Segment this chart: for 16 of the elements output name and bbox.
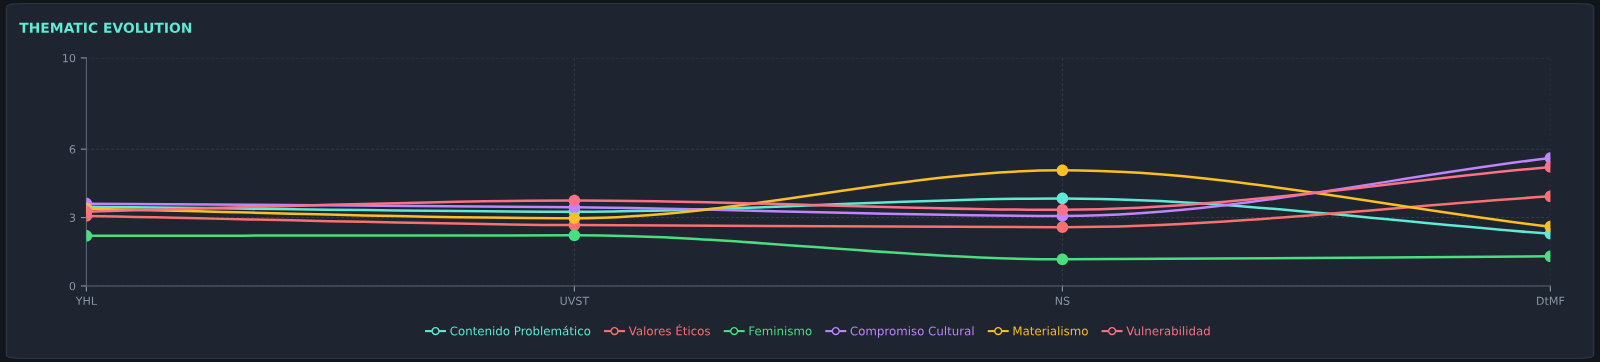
x-tick-label: NS: [1055, 296, 1070, 305]
y-tick-label: 10: [63, 53, 76, 63]
chart-title: THEMATIC EVOLUTION: [19, 22, 192, 33]
y-tick-label: 6: [69, 145, 76, 154]
legend-label: Feminismo: [749, 326, 812, 336]
x-tick-label: DtMF: [1537, 296, 1565, 305]
legend-label: Valores Éticos: [628, 324, 710, 336]
legend-label: Compromiso Cultural: [850, 326, 974, 338]
x-tick-label: YHL: [75, 296, 98, 305]
y-tick-label: 0: [69, 281, 76, 291]
legend-label: Contenido Problemático: [450, 325, 591, 336]
x-tick-label: UVST: [560, 296, 590, 305]
legend-label: Materialismo: [1013, 326, 1088, 336]
point: [1056, 192, 1069, 205]
legend-label: Vulnerabilidad: [1126, 326, 1210, 336]
y-tick-label: 3: [69, 213, 76, 222]
